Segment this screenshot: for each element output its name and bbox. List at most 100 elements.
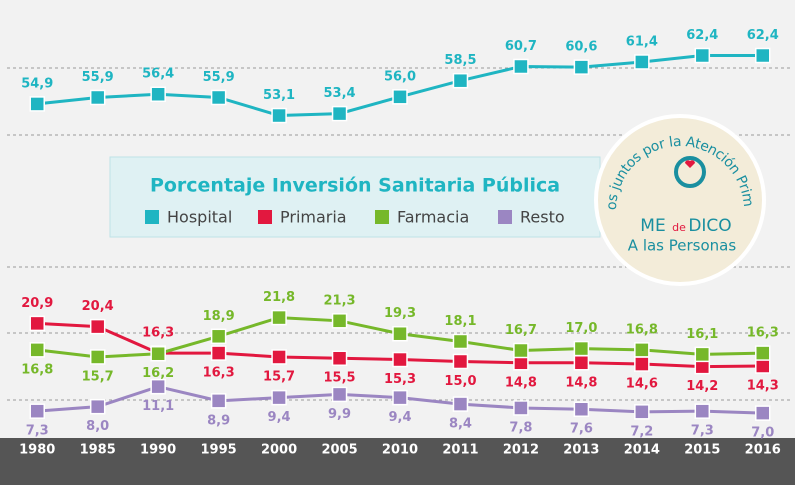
value-label: 16,3 bbox=[142, 326, 174, 341]
value-label: 18,1 bbox=[444, 314, 476, 329]
legend-swatch bbox=[145, 210, 159, 224]
value-label: 15,0 bbox=[444, 374, 476, 389]
value-label: 14,2 bbox=[686, 379, 718, 394]
point bbox=[513, 342, 529, 359]
point bbox=[29, 342, 45, 358]
x-tick-label: 2011 bbox=[442, 443, 478, 458]
value-label: 53,4 bbox=[323, 86, 355, 101]
point bbox=[573, 59, 590, 75]
value-label: 20,4 bbox=[82, 299, 114, 314]
value-label: 14,3 bbox=[747, 378, 779, 393]
point bbox=[29, 315, 45, 332]
point bbox=[694, 47, 711, 64]
point bbox=[210, 345, 227, 361]
value-label: 60,6 bbox=[565, 40, 597, 55]
value-label: 58,5 bbox=[444, 53, 476, 68]
chart-title: Porcentaje Inversión Sanitaria Pública bbox=[150, 175, 560, 197]
point bbox=[392, 389, 408, 406]
value-label: 14,8 bbox=[565, 375, 597, 390]
value-label: 61,4 bbox=[626, 34, 658, 49]
value-label: 19,3 bbox=[384, 306, 416, 321]
point bbox=[755, 405, 771, 421]
heart bbox=[685, 160, 695, 168]
point bbox=[573, 401, 590, 417]
value-label: 8,4 bbox=[449, 417, 472, 432]
point bbox=[452, 333, 469, 350]
value-label: 54,9 bbox=[21, 76, 53, 91]
value-label: 16,8 bbox=[626, 322, 658, 337]
value-label: 14,6 bbox=[626, 377, 658, 392]
legend-swatch bbox=[258, 210, 272, 224]
value-label: 7,0 bbox=[751, 426, 774, 441]
value-label: 20,9 bbox=[21, 296, 53, 311]
point bbox=[755, 358, 771, 374]
value-label: 60,7 bbox=[505, 39, 537, 54]
x-tick-label: 1990 bbox=[140, 443, 176, 458]
point bbox=[210, 393, 227, 409]
point bbox=[29, 96, 45, 112]
point bbox=[634, 356, 650, 372]
x-tick-label: 2000 bbox=[261, 443, 297, 458]
x-tick-label: 2013 bbox=[563, 443, 599, 458]
badge-circle bbox=[594, 114, 766, 286]
point bbox=[452, 396, 469, 412]
x-tick-label: 2010 bbox=[382, 443, 418, 458]
point bbox=[694, 403, 711, 419]
point bbox=[150, 345, 166, 362]
legend-label: Farmacia bbox=[397, 208, 469, 227]
value-label: 7,6 bbox=[570, 422, 593, 437]
value-label: 15,3 bbox=[384, 372, 416, 387]
x-tick-label: 2014 bbox=[624, 443, 660, 458]
value-label: 56,4 bbox=[142, 67, 174, 82]
point bbox=[694, 346, 711, 363]
value-label: 7,3 bbox=[26, 424, 49, 439]
value-label: 8,0 bbox=[86, 419, 109, 434]
value-label: 15,5 bbox=[323, 371, 355, 386]
point bbox=[755, 47, 771, 64]
point bbox=[331, 313, 348, 329]
point bbox=[452, 353, 469, 370]
value-label: 53,1 bbox=[263, 88, 295, 103]
x-tick-label: 2016 bbox=[745, 443, 781, 458]
legend-label: Hospital bbox=[167, 208, 232, 227]
point bbox=[89, 398, 106, 415]
badge-me: ME bbox=[640, 216, 665, 236]
point bbox=[634, 404, 650, 420]
value-label: 21,3 bbox=[323, 293, 355, 308]
value-label: 16,7 bbox=[505, 323, 537, 338]
point bbox=[573, 355, 590, 371]
point bbox=[755, 345, 771, 361]
point bbox=[210, 89, 227, 106]
badge-dico: DICO bbox=[688, 216, 731, 236]
value-label: 16,1 bbox=[686, 327, 718, 342]
value-label: 15,7 bbox=[82, 369, 114, 384]
point bbox=[271, 309, 287, 326]
x-tick-label: 2015 bbox=[684, 443, 720, 458]
legend-swatch bbox=[498, 210, 512, 224]
point bbox=[89, 349, 106, 365]
point bbox=[634, 54, 650, 70]
legend-swatch bbox=[375, 210, 389, 224]
point bbox=[573, 340, 590, 357]
value-label: 7,2 bbox=[630, 424, 653, 439]
point bbox=[513, 58, 529, 75]
value-label: 16,2 bbox=[142, 366, 174, 381]
point bbox=[634, 342, 650, 358]
value-label: 15,7 bbox=[263, 369, 295, 384]
x-tick-label: 1980 bbox=[19, 443, 55, 458]
point bbox=[271, 349, 287, 365]
x-axis-band bbox=[0, 438, 795, 485]
value-label: 55,9 bbox=[203, 70, 235, 85]
x-tick-label: 1985 bbox=[80, 443, 116, 458]
legend-label: Primaria bbox=[280, 208, 347, 227]
value-label: 16,8 bbox=[21, 362, 53, 377]
point bbox=[392, 351, 408, 368]
value-label: 16,3 bbox=[747, 326, 779, 341]
value-label: 62,4 bbox=[686, 28, 718, 43]
x-tick-label: 2005 bbox=[321, 443, 357, 458]
legend-box bbox=[109, 156, 601, 238]
value-label: 7,3 bbox=[691, 424, 714, 439]
value-label: 16,3 bbox=[203, 366, 235, 381]
point bbox=[29, 403, 45, 419]
value-label: 55,9 bbox=[82, 70, 114, 85]
